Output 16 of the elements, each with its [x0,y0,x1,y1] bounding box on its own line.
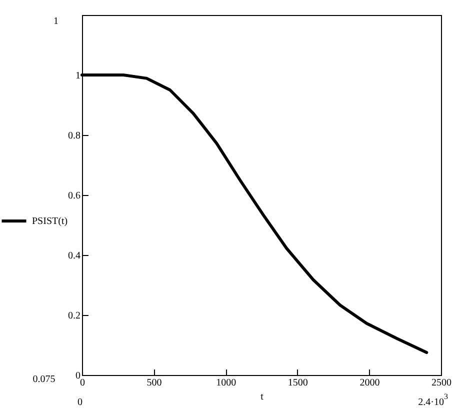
x-tick-label: 1500 [288,378,308,388]
x-tick-label: 500 [146,378,162,388]
line-series [80,74,428,354]
text: 0.075 [32,374,56,385]
y-tick-label: 0.2 [68,310,80,322]
y-tick-label: 0.4 [68,250,80,262]
x-tick-label: 2000 [360,378,380,388]
x-axis-title: t [260,392,264,402]
x-tick-label: 1000 [216,378,236,388]
y-tick-label: 0 [76,370,80,382]
legend-label: PSIST(t) [32,216,68,227]
y-tick-label: 0.6 [68,190,80,202]
y-tick-label: 1 [76,70,80,82]
text: 1 [54,16,58,27]
y-tick-label: 0.8 [68,130,80,142]
x-tick-label: 2500 [432,378,452,388]
